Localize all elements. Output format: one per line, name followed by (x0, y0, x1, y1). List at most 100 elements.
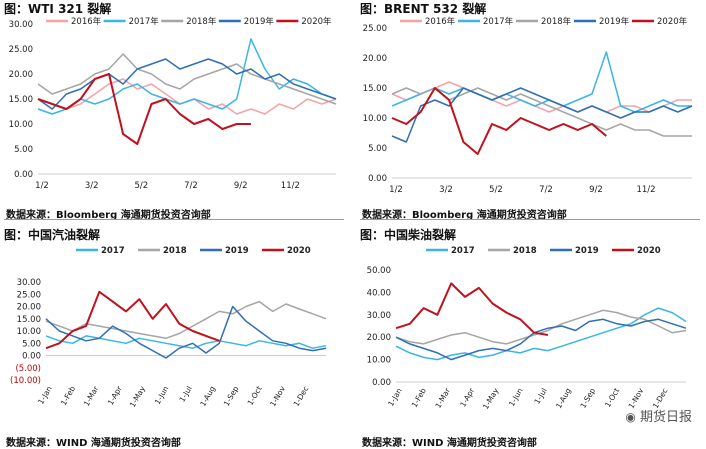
x-tick-label: 7/2 (539, 185, 553, 195)
chart-title: 图：WTI 321 裂解 (4, 2, 112, 16)
y-tick-label: 10.00 (9, 120, 33, 130)
legend-label: 2020年 (657, 16, 688, 27)
y-tick-label: 0.00 (14, 170, 33, 180)
legend-label: 2018年 (186, 16, 217, 27)
x-tick-label: 1-Feb (59, 384, 77, 407)
x-tick-label: 9/2 (234, 181, 248, 191)
legend-label: 2020年 (301, 16, 332, 27)
wechat-icon: ◉ (625, 410, 636, 424)
divider (4, 219, 344, 220)
y-tick-label: 20.00 (363, 54, 387, 64)
y-tick-label: 20.00 (17, 303, 41, 313)
y-tick-label: 0.00 (22, 352, 41, 362)
legend-label: 2020 (637, 246, 661, 256)
x-tick-label: 1/2 (35, 181, 49, 191)
chart-wti: 30.00 25.00 20.00 15.00 10.00 5.00 0.001/2 3/2 5… (9, 16, 337, 191)
legend-label: 2017年 (129, 16, 160, 27)
x-tick-label: 5/2 (134, 181, 148, 191)
x-tick-label: 1-Oct (246, 384, 264, 406)
panel-brent: 图：BRENT 532 裂解 25.00 20.00 15.00 10.00 5.00 0… (356, 0, 706, 223)
chart-brent: 25.00 20.00 15.00 10.00 5.00 0.001/2 3/2 5/2 7/2… (363, 16, 693, 195)
x-tick-label: 1/2 (389, 185, 403, 195)
y-tick-label: 20.00 (9, 70, 33, 80)
x-tick-label: 1-Apr (106, 384, 124, 407)
x-tick-label: 1-May (481, 386, 501, 411)
y-tick-label: 25.00 (9, 45, 33, 55)
series-line-2017年 (37, 38, 337, 115)
divider (360, 219, 700, 220)
data-source: 数据来源：Bloomberg 海通期货投资咨询部 (6, 210, 211, 221)
y-tick-label: 25.00 (363, 24, 387, 34)
panel-gasoline: 图：中国汽油裂解 30.00 25.00 20.00 15.00 10.00 5.00 0.… (0, 226, 350, 449)
y-tick-label: 5.00 (368, 144, 387, 154)
y-tick-label: (10.00) (10, 376, 41, 386)
legend-label: 2019 (225, 246, 249, 256)
x-tick-label: 3/2 (439, 185, 453, 195)
y-tick-label: 30.00 (367, 311, 391, 321)
x-tick-label: 11/2 (636, 185, 655, 195)
x-tick-label: 1-Sep (222, 384, 241, 407)
series-line-2020年 (391, 87, 607, 155)
chart-diesel: 50.00 40.00 30.00 20.00 10.00 0.001-Jan 1-Feb 1… (367, 246, 687, 411)
x-tick-label: 1-May (128, 384, 148, 409)
y-tick-label: 10.00 (17, 327, 41, 337)
data-source: 数据来源：WIND 海通期货投资咨询部 (6, 438, 181, 449)
legend-label: 2020 (287, 246, 311, 256)
x-tick-label: 1-Mar (82, 384, 101, 408)
x-tick-label: 1-Aug (554, 386, 573, 410)
series-line-2017 (45, 335, 327, 349)
series-line-2020 (395, 282, 549, 336)
y-tick-label: 0.00 (372, 378, 391, 388)
panel-wti: 图：WTI 321 裂解 30.00 25.00 20.00 15.00 10.00 5.… (0, 0, 350, 223)
x-tick-label: 1-Nov (268, 384, 287, 408)
watermark-text: 期货日报 (639, 410, 692, 425)
y-tick-label: 10.00 (363, 114, 387, 124)
data-source: 数据来源：Bloomberg 海通期货投资咨询部 (362, 210, 567, 221)
series-line-2019年 (37, 58, 337, 110)
y-tick-label: 0.00 (368, 174, 387, 184)
panel-diesel: 图：中国柴油裂解 50.00 40.00 30.00 20.00 10.00 0.00 1-… (356, 226, 706, 449)
legend-label: 2018 (163, 246, 187, 256)
x-tick-label: 1-Mar (433, 386, 452, 410)
x-tick-label: 1-Jun (153, 384, 171, 406)
legend-label: 2018年 (541, 16, 572, 27)
legend-label: 2018 (513, 246, 537, 256)
series-line-2018 (395, 309, 687, 345)
y-tick-label: 30.00 (17, 278, 41, 288)
y-tick-label: 50.00 (367, 266, 391, 276)
series-line-2020年 (37, 73, 251, 145)
legend-label: 2019年 (244, 16, 275, 27)
legend-label: 2019 (575, 246, 599, 256)
y-tick-label: 10.00 (367, 356, 391, 366)
x-tick-label: 1-Feb (410, 386, 428, 409)
legend-label: 2019年 (599, 16, 630, 27)
y-tick-label: (5.00) (15, 364, 41, 374)
legend-label: 2017 (101, 246, 125, 256)
x-tick-label: 1-Oct (603, 386, 621, 408)
series-line-2018年 (37, 53, 337, 105)
legend-label: 2016年 (71, 16, 102, 27)
series-line-2020 (45, 290, 220, 350)
series-line-2017 (395, 307, 687, 361)
chart-title: 图：中国汽油裂解 (4, 228, 101, 242)
series-line-2019 (45, 305, 327, 359)
x-tick-label: 1-Jun (507, 386, 525, 408)
x-tick-label: 11/2 (281, 181, 300, 191)
y-tick-label: 15.00 (363, 84, 387, 94)
y-tick-label: 15.00 (9, 95, 33, 105)
x-tick-label: 1-Dec (292, 385, 311, 409)
x-tick-label: 1-Jan (36, 384, 54, 406)
y-tick-label: 25.00 (17, 290, 41, 300)
x-tick-label: 1-Jan (386, 386, 404, 408)
x-tick-label: 3/2 (85, 181, 99, 191)
x-tick-label: 1-Jul (177, 385, 193, 404)
y-tick-label: 5.00 (14, 145, 33, 155)
x-tick-label: 1-Sep (578, 386, 597, 409)
y-tick-label: 15.00 (17, 315, 41, 325)
watermark: ◉ 期货日报 (625, 406, 692, 425)
chart-gasoline: 30.00 25.00 20.00 15.00 10.00 5.00 0.00 (5.00) (… (10, 246, 327, 409)
chart-title: 图：中国柴油裂解 (360, 228, 457, 242)
x-tick-label: 9/2 (589, 185, 603, 195)
y-tick-label: 40.00 (367, 288, 391, 298)
legend-label: 2017 (451, 246, 475, 256)
